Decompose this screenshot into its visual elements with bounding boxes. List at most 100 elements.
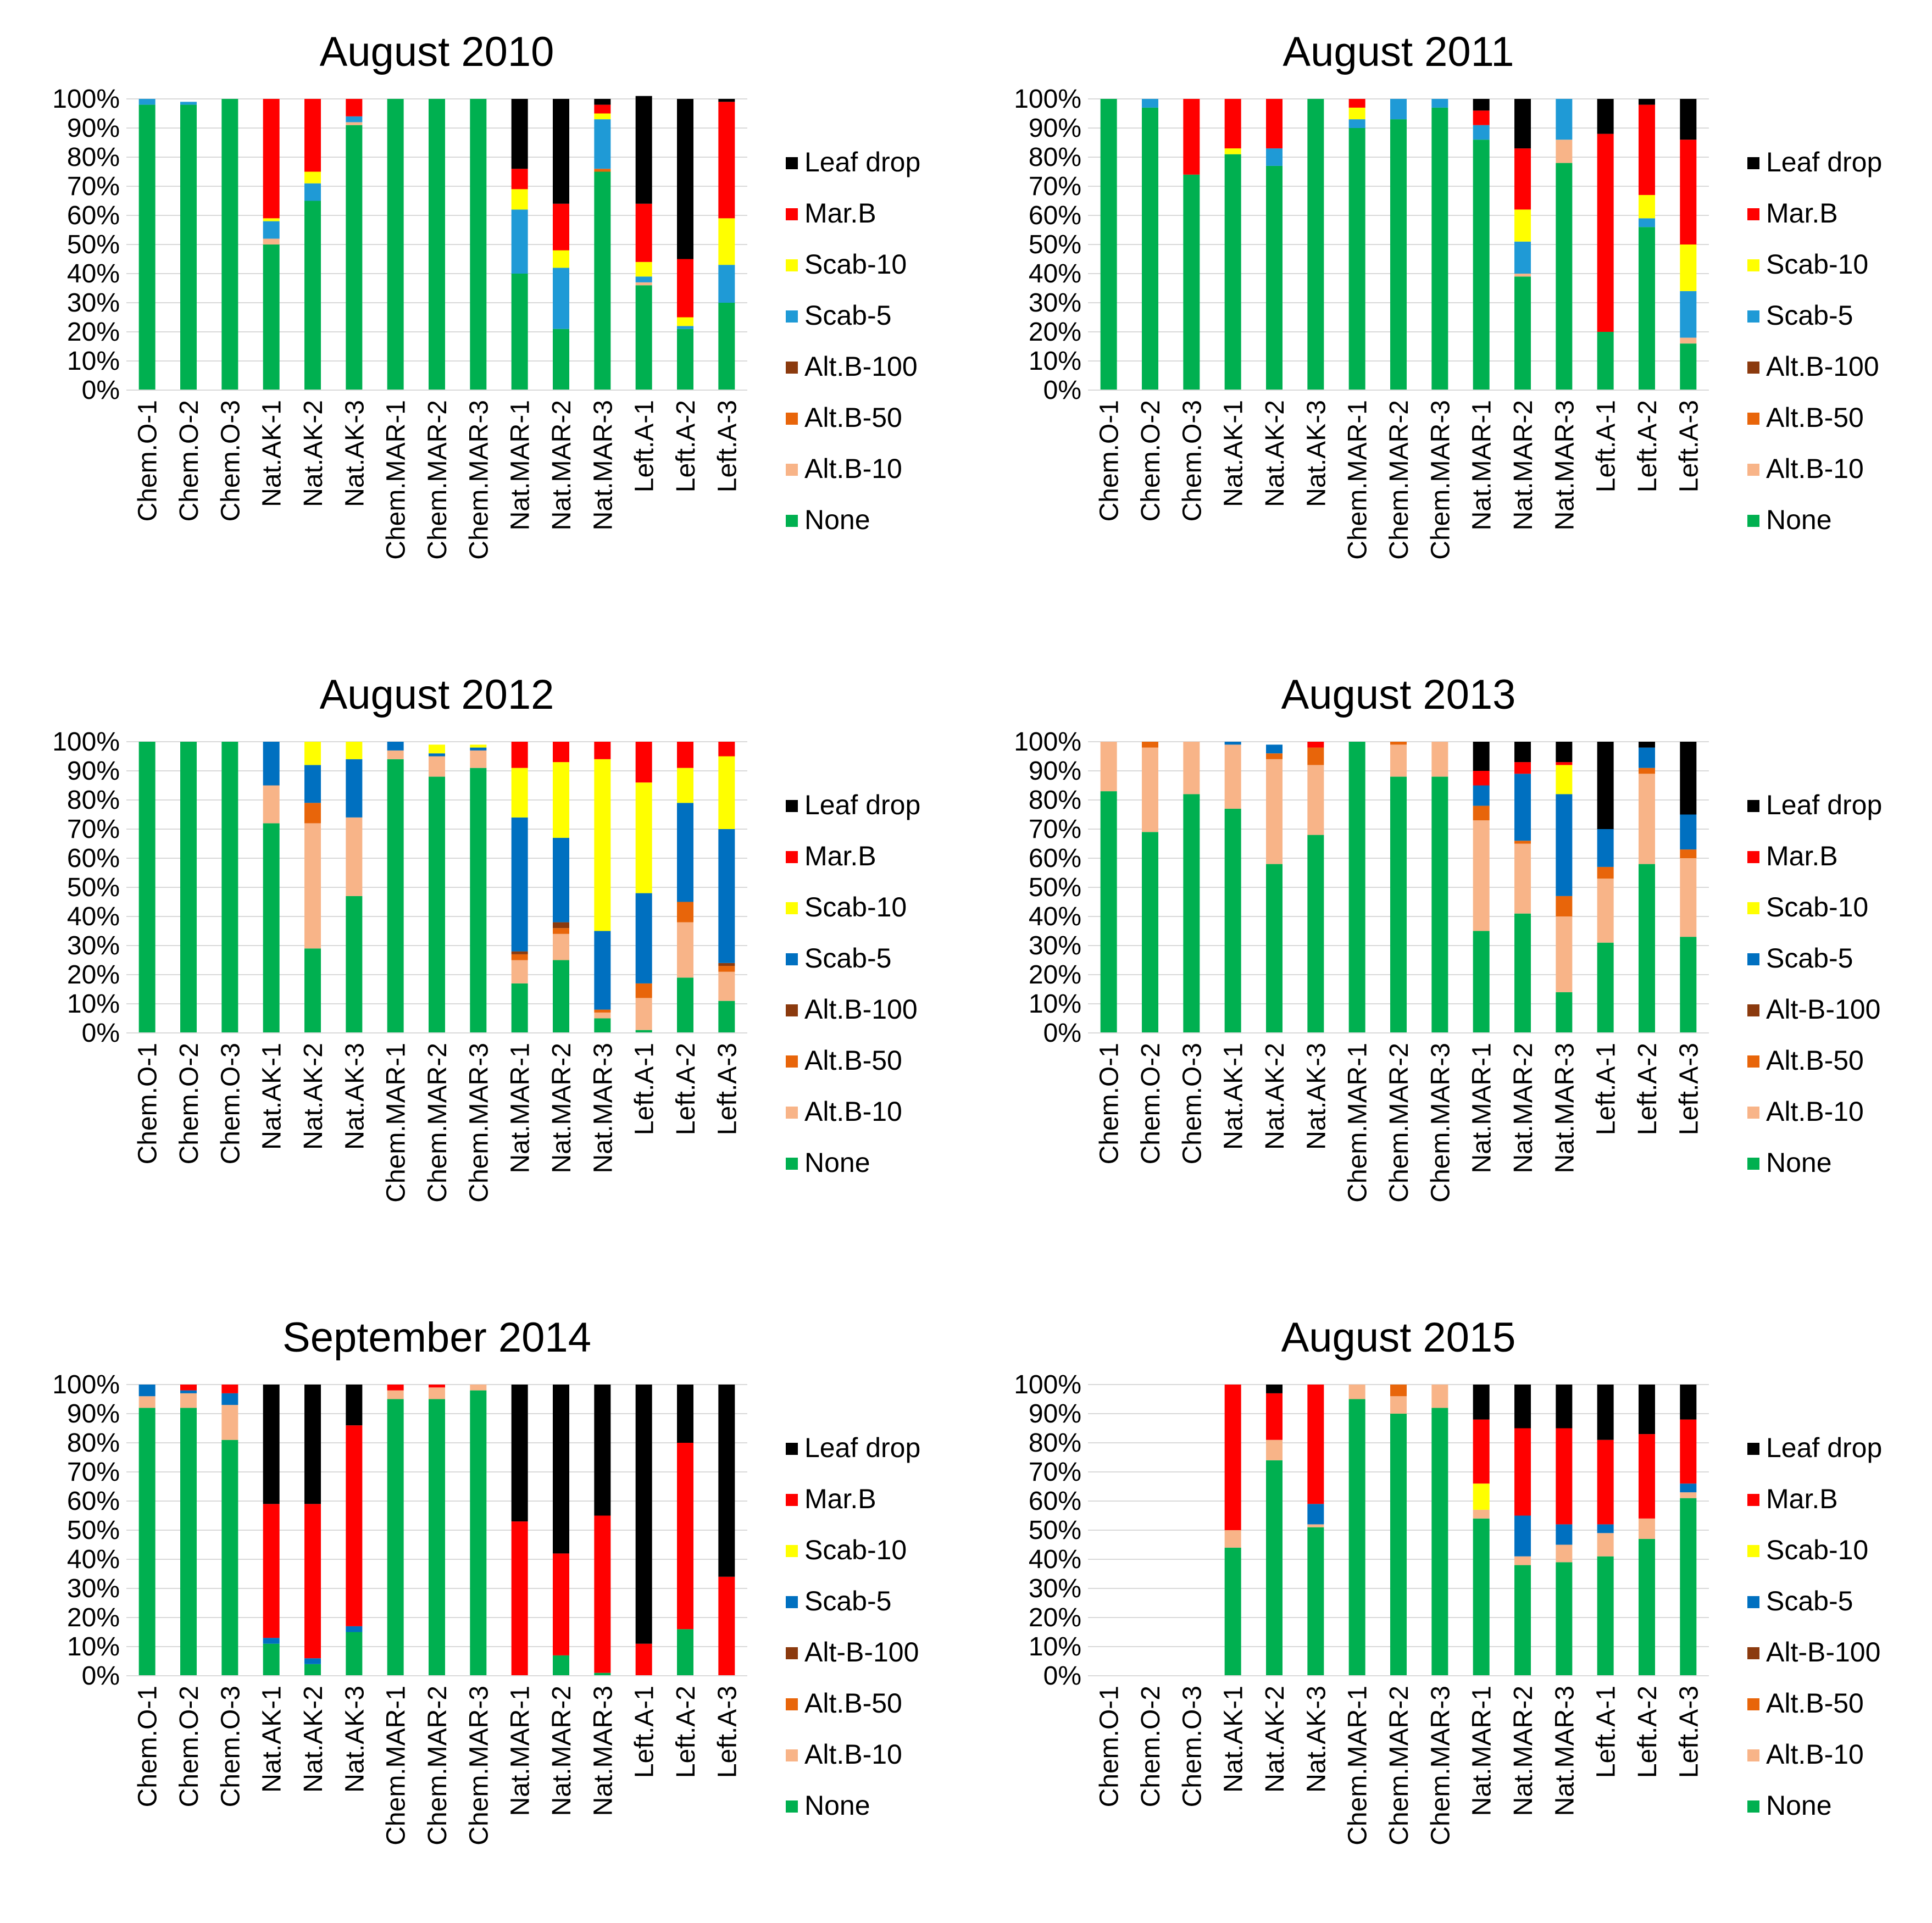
bar-segment-none bbox=[635, 1030, 652, 1033]
bar-segment-scab-10 bbox=[677, 768, 693, 803]
legend-item-leaf-drop: Leaf drop bbox=[1747, 1432, 1882, 1463]
bar-segment-mar-b bbox=[677, 742, 693, 768]
bar-segment-scab-5 bbox=[677, 803, 693, 902]
bar-stack-nat-mar-3 bbox=[594, 99, 611, 390]
bar-segment-mar-b bbox=[429, 1385, 445, 1388]
bar-segment-alt-b-10 bbox=[1514, 1556, 1531, 1565]
bar-segment-scab-5 bbox=[718, 829, 735, 963]
bar-segment-leaf-drop bbox=[1473, 99, 1490, 111]
bar-segment-none bbox=[553, 960, 569, 1033]
bar-segment-scab-5 bbox=[263, 221, 280, 239]
bar-stack-nat-mar-2 bbox=[1514, 99, 1531, 390]
y-tick-label: 70% bbox=[1029, 1458, 1081, 1487]
legend: Leaf drop Mar.B Scab-10 Scab-5 Alt-B-100 Alt.… bbox=[1747, 1432, 1882, 1821]
y-tick-label: 40% bbox=[67, 902, 120, 931]
legend-item-none: None bbox=[1747, 504, 1832, 535]
legend-item-scab-5: Scab-5 bbox=[786, 1586, 891, 1616]
bar-segment-none bbox=[221, 1440, 238, 1676]
legend: Leaf drop Mar.B Scab-10 Scab-5 Alt.B-100 Alt.… bbox=[1747, 147, 1882, 535]
bar-segment-mar-b bbox=[1639, 104, 1655, 195]
bar-stack-left-a-3 bbox=[718, 1385, 735, 1676]
y-tick-label: 20% bbox=[67, 960, 120, 990]
legend-label: None bbox=[1766, 504, 1832, 535]
bar-segment-mar-b bbox=[511, 169, 528, 190]
legend-swatch bbox=[1747, 362, 1759, 374]
bar-segment-none bbox=[511, 274, 528, 390]
x-tick-label: Nat.AK-1 bbox=[258, 1686, 287, 1793]
bar-segment-mar-b bbox=[1224, 1385, 1241, 1530]
bar-segment-alt-b-10 bbox=[1224, 1530, 1241, 1548]
x-tick-label: Left.A-2 bbox=[671, 400, 701, 492]
y-tick-label: 30% bbox=[1029, 931, 1081, 960]
y-tick-label: 80% bbox=[67, 143, 120, 172]
legend-label: Scab-10 bbox=[804, 1535, 907, 1565]
bar-stack-left-a-2 bbox=[677, 99, 693, 390]
legend-swatch bbox=[786, 515, 798, 527]
x-tick-label: Chem.O-2 bbox=[175, 1686, 204, 1807]
bar-segment-alt-b-50 bbox=[1680, 849, 1697, 858]
bar-segment-leaf-drop bbox=[677, 1385, 693, 1443]
x-tick-label: Nat.MAR-1 bbox=[506, 400, 535, 530]
bar-segment-none bbox=[594, 1018, 611, 1033]
bar-segment-scab-10 bbox=[1514, 209, 1531, 242]
legend-item-none: None bbox=[1747, 1147, 1832, 1178]
bar-segment-mar-b bbox=[1307, 742, 1324, 748]
x-tick-label: Nat.AK-3 bbox=[1302, 1686, 1331, 1793]
x-tick-label: Left.A-1 bbox=[630, 1043, 659, 1135]
legend-item-scab-10: Scab-10 bbox=[1747, 892, 1868, 922]
bar-stack-nat-ak-1 bbox=[1224, 1385, 1241, 1676]
x-tick-label: Chem.MAR-3 bbox=[1426, 1686, 1455, 1846]
bar-segment-none bbox=[1307, 835, 1324, 1033]
y-tick-label: 20% bbox=[1029, 960, 1081, 990]
bar-stack-nat-mar-1 bbox=[1473, 742, 1490, 1033]
bar-stack-chem-o-2 bbox=[1142, 742, 1158, 1033]
bar-stack-nat-ak-1 bbox=[1224, 742, 1241, 1033]
bar-stack-chem-o-2 bbox=[1142, 99, 1158, 390]
x-tick-label: Nat.MAR-3 bbox=[589, 1686, 618, 1816]
legend-item-alt-b-10: Alt.B-10 bbox=[1747, 453, 1864, 484]
legend-swatch bbox=[786, 310, 798, 323]
x-tick-label: Left.A-3 bbox=[1674, 1686, 1703, 1778]
bar-segment-scab-5 bbox=[1556, 794, 1573, 896]
bar-segment-mar-b bbox=[1514, 148, 1531, 210]
bar-segment-none bbox=[1224, 1547, 1241, 1676]
y-tick-label: 50% bbox=[67, 873, 120, 902]
y-tick-label: 70% bbox=[1029, 815, 1081, 844]
legend-label: Alt.B-50 bbox=[1766, 1045, 1864, 1076]
chart-aug-2015: August 2015 0%10%20%30%40%50%60%70%80%90%… bbox=[1014, 1314, 1882, 1846]
y-tick-label: 80% bbox=[67, 1429, 120, 1458]
x-tick-label: Chem.O-3 bbox=[1178, 400, 1207, 521]
legend-item-none: None bbox=[786, 1147, 870, 1178]
bar-segment-alt-b-10 bbox=[1514, 843, 1531, 914]
bar-segment-none bbox=[346, 125, 363, 390]
bar-segment-alt-b-10 bbox=[553, 933, 569, 960]
bar-segment-scab-10 bbox=[635, 782, 652, 893]
bar-segment-alt-b-50 bbox=[1266, 753, 1283, 759]
bar-segment-leaf-drop bbox=[304, 1385, 321, 1504]
legend-swatch bbox=[786, 800, 798, 812]
bar-segment-leaf-drop bbox=[1639, 99, 1655, 105]
y-tick-label: 30% bbox=[67, 288, 120, 318]
legend-swatch bbox=[786, 1158, 798, 1170]
bar-stack-nat-ak-2 bbox=[1266, 99, 1283, 390]
bar-stack-left-a-3 bbox=[1680, 99, 1697, 390]
bar-segment-none bbox=[263, 823, 280, 1033]
bar-segment-leaf-drop bbox=[718, 1385, 735, 1577]
bar-segment-alt-b-50 bbox=[1514, 841, 1531, 844]
bar-segment-leaf-drop bbox=[1556, 742, 1573, 763]
bar-segment-alt-b-10 bbox=[1473, 820, 1490, 931]
bar-segment-none bbox=[1473, 931, 1490, 1033]
bar-stack-nat-ak-3 bbox=[346, 99, 363, 390]
x-tick-label: Nat.MAR-2 bbox=[547, 1043, 576, 1173]
legend-item-scab-10: Scab-10 bbox=[786, 892, 907, 922]
legend-swatch bbox=[1747, 1800, 1759, 1813]
x-tick-label: Chem.O-3 bbox=[216, 400, 245, 521]
bar-stack-chem-mar-2 bbox=[1390, 99, 1407, 390]
legend-swatch bbox=[1747, 1107, 1759, 1119]
y-tick-label: 50% bbox=[1029, 1516, 1081, 1545]
bar-segment-none bbox=[1431, 776, 1448, 1033]
legend-swatch bbox=[1747, 1647, 1759, 1659]
legend-label: Alt.B-10 bbox=[1766, 453, 1864, 484]
bar-segment-alt-b-10 bbox=[677, 922, 693, 978]
bar-stack-nat-ak-2 bbox=[304, 1385, 321, 1676]
